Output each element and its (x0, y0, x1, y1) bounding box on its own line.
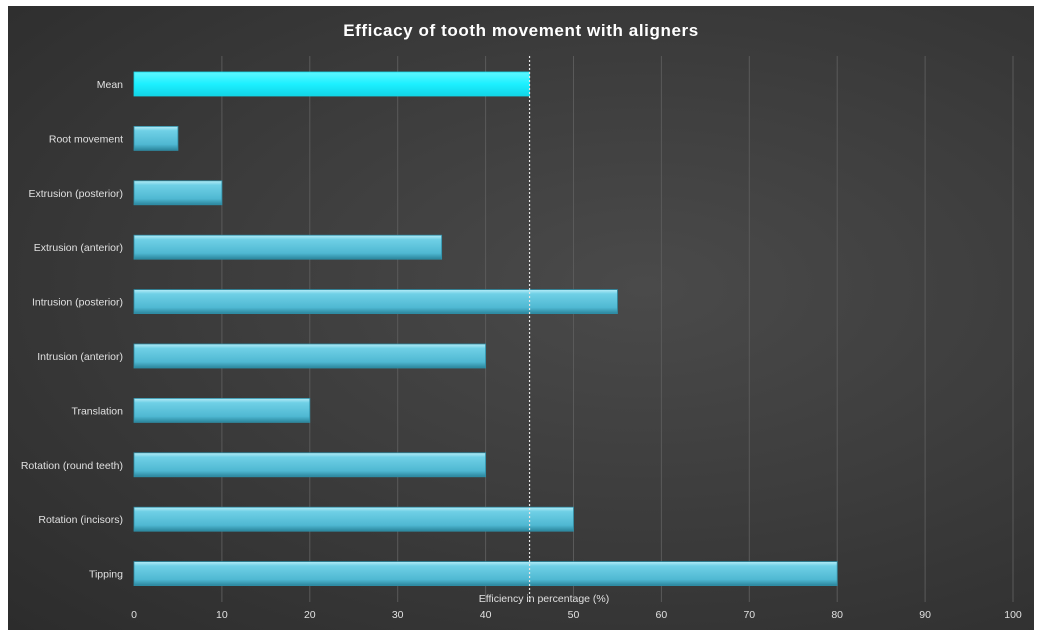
x-axis-label: Efficiency in percentage (%) (479, 593, 610, 605)
bar-intrusion-posterior (133, 289, 618, 315)
bar-intrusion-anterior (133, 343, 487, 369)
bar-translation (133, 397, 311, 423)
x-tick-label: 40 (480, 609, 492, 621)
bar-root-movement (133, 126, 179, 151)
category-label: Tipping (89, 569, 123, 581)
category-label: Translation (71, 405, 123, 417)
x-tick-label: 50 (568, 609, 580, 621)
x-tick-label: 30 (392, 609, 404, 621)
category-label: Extrusion (anterior) (34, 242, 123, 254)
gridlines (221, 56, 1014, 602)
category-label: Rotation (round teeth) (21, 460, 123, 472)
x-tick-label: 0 (131, 609, 137, 621)
bar-rotation-incisors (133, 506, 574, 532)
bar-mean (133, 71, 530, 97)
x-tick-label: 100 (1004, 609, 1022, 621)
x-tick-label: 20 (304, 609, 316, 621)
chart-frame: Efficacy of tooth movement with aligners… (8, 6, 1034, 630)
category-label: Intrusion (anterior) (37, 351, 123, 363)
x-tick-label: 90 (919, 609, 931, 621)
bar-extrusion-posterior (133, 180, 223, 206)
bar-tipping (133, 561, 838, 586)
bar-extrusion-anterior (133, 234, 443, 260)
bar-chart: Efficacy of tooth movement with aligners… (21, 21, 1022, 621)
bars (133, 71, 838, 586)
chart-title: Efficacy of tooth movement with aligners (343, 21, 699, 40)
x-axis-tick-labels: 0 10 20 30 40 50 60 70 80 90 100 (131, 609, 1022, 621)
category-label: Mean (97, 79, 123, 91)
category-labels: Mean Root movement Extrusion (posterior) Ex… (21, 79, 123, 581)
x-tick-label: 80 (831, 609, 843, 621)
x-tick-label: 70 (743, 609, 755, 621)
category-label: Extrusion (posterior) (28, 188, 123, 200)
x-tick-label: 10 (216, 609, 228, 621)
category-label: Root movement (49, 133, 123, 145)
bar-rotation-round-teeth (133, 452, 487, 478)
category-label: Rotation (incisors) (38, 514, 123, 526)
category-label: Intrusion (posterior) (32, 297, 123, 309)
x-tick-label: 60 (656, 609, 668, 621)
